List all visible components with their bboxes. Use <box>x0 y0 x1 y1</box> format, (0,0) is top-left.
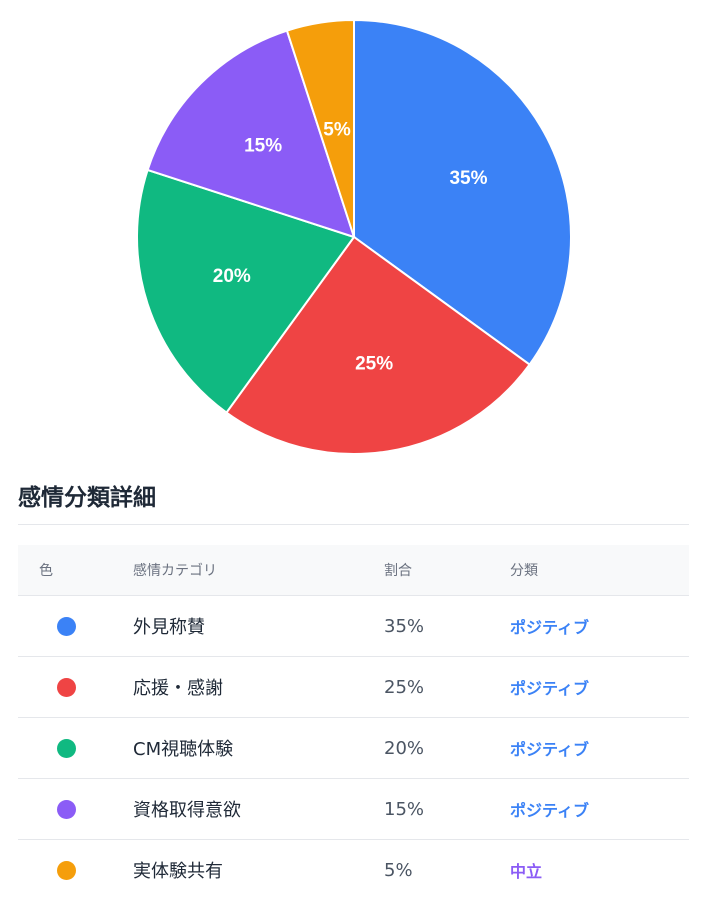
pie-slice <box>146 29 356 239</box>
table-row: 外見称賛 35% ポジティブ <box>18 595 689 657</box>
color-dot <box>57 799 76 819</box>
slice-label: 20% <box>213 266 251 287</box>
pie-slice <box>225 235 531 455</box>
sentiment-pie-chart: 35% 25% 20% 15% 5% <box>136 18 572 455</box>
category-cell: 応援・感謝 <box>133 656 384 718</box>
table-row: 実体験共有 5% 中立 <box>18 840 689 901</box>
classification-cell: ポジティブ <box>510 595 689 657</box>
ratio-cell: 5% <box>384 859 413 881</box>
title-divider <box>18 524 689 525</box>
emotion-detail-table: 色 感情カテゴリ 割合 分類 外見称賛 35% ポジティブ 応援・感謝 25% … <box>18 545 689 900</box>
ratio-cell: 15% <box>384 778 510 840</box>
color-cell <box>18 717 133 779</box>
category-cell: 外見称賛 <box>133 595 384 657</box>
table-header-row: 色 感情カテゴリ 割合 分類 <box>18 545 689 596</box>
classification-cell: 中立 <box>510 862 543 881</box>
section-title: 感情分類詳細 <box>18 485 156 511</box>
color-dot <box>57 677 76 697</box>
classification-cell: ポジティブ <box>510 717 689 779</box>
slice-label: 25% <box>355 353 393 374</box>
category-cell: 資格取得意欲 <box>133 778 384 840</box>
pie-slice <box>285 18 355 238</box>
table-row: CM視聴体験 20% ポジティブ <box>18 717 689 779</box>
pie-labels: 35% 25% 20% 15% 5% <box>213 119 488 374</box>
header-classification: 分類 <box>510 545 689 596</box>
table-row: 応援・感謝 25% ポジティブ <box>18 656 689 718</box>
ratio-cell: 25% <box>384 656 510 718</box>
category-cell: CM視聴体験 <box>133 717 384 779</box>
classification-cell: ポジティブ <box>510 656 689 718</box>
ratio-cell: 35% <box>384 595 510 657</box>
category-cell: 実体験共有 <box>133 861 223 882</box>
pie-slice <box>353 18 572 366</box>
pie-slice <box>136 168 356 414</box>
ratio-cell: 20% <box>384 717 510 779</box>
classification-cell: ポジティブ <box>510 778 689 840</box>
header-category: 感情カテゴリ <box>133 545 384 596</box>
color-dot <box>57 860 76 880</box>
color-dot <box>57 738 76 758</box>
pie-slices <box>136 18 572 455</box>
color-cell <box>18 656 133 718</box>
slice-label: 5% <box>323 119 351 140</box>
table-row: 資格取得意欲 15% ポジティブ <box>18 778 689 840</box>
color-dot <box>57 616 76 636</box>
color-cell <box>18 778 133 840</box>
color-cell <box>18 840 133 901</box>
header-color: 色 <box>18 545 133 596</box>
slice-label: 15% <box>244 136 282 157</box>
slice-label: 35% <box>449 168 487 189</box>
color-cell <box>18 595 133 657</box>
header-ratio: 割合 <box>384 545 510 596</box>
